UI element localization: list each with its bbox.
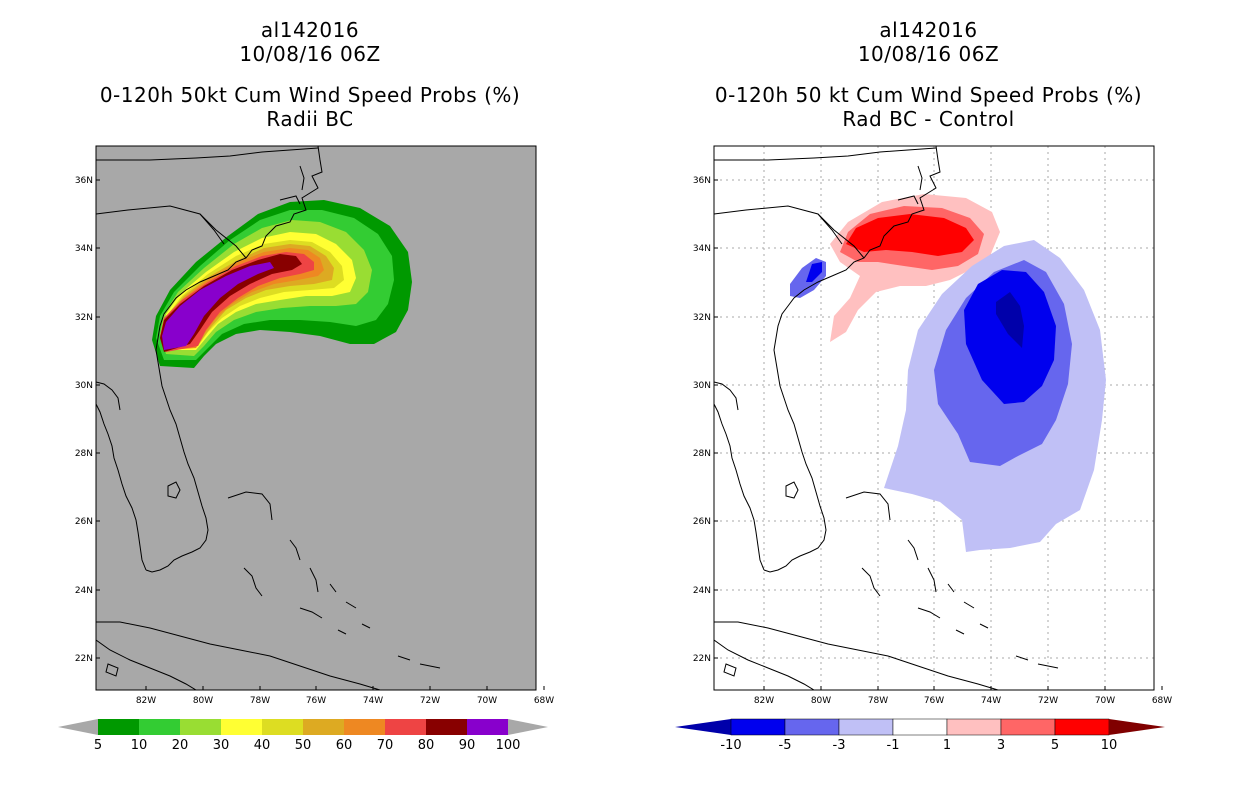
colorbar-box [784,718,840,736]
colorbar-box [892,718,948,736]
colorbar-label: 5 [94,738,102,753]
lon-label: 80W [193,696,213,706]
colorbar-label: -3 [833,738,846,753]
lat-label: 28N [693,449,711,459]
lat-label: 22N [75,654,93,664]
colorbar-box [385,719,426,735]
lon-label: 76W [924,696,944,706]
colorbar-label: 1 [943,738,951,753]
colorbar-label: 90 [459,738,476,753]
lon-label: 74W [981,696,1001,706]
colorbar-label: -10 [720,738,741,753]
colorbar-box [303,719,344,735]
lon-label: 78W [868,696,888,706]
colorbar-label: 30 [213,738,230,753]
colorbar-label: -1 [887,738,900,753]
contour-sc-neg-5 [806,262,822,282]
left-axis-ticks: 36N 34N 32N 30N 28N 26N 24N 22N 82W 80W 78W 76W 74W 7… [75,176,554,706]
lon-label: 74W [363,696,383,706]
lon-label: 68W [1152,696,1172,706]
colorbar-box [946,718,1002,736]
lat-label: 28N [75,449,93,459]
colorbar-over-triangle [1109,719,1165,735]
lat-label: 36N [75,176,93,186]
right-axis-ticks: 36N 34N 32N 30N 28N 26N 24N 22N 82W 80W 78W 76W 74W 7… [693,176,1172,706]
lon-label: 80W [811,696,831,706]
lat-label: 30N [693,381,711,391]
contour-90 [162,262,274,350]
contour-neg-5 [964,270,1056,404]
lat-label: 24N [693,586,711,596]
colorbar-box [262,719,303,735]
left-product: 0-120h 50kt Cum Wind Speed Probs (%) [99,83,521,107]
right-map: 36N 34N 32N 30N 28N 26N 24N 22N 82W 80W 78W 76W 74W 7… [675,145,1172,753]
colorbar-box [730,718,786,736]
colorbar-label: 5 [1051,738,1059,753]
colorbar-box [1000,718,1056,736]
lon-label: 68W [534,696,554,706]
right-datetime: 10/08/16 06Z [857,42,1000,66]
colorbar-under-triangle [675,719,731,735]
colorbar-box [221,719,262,735]
colorbar-box [467,719,508,735]
colorbar-under-triangle [58,719,98,735]
lat-label: 32N [75,313,93,323]
left-storm-id: al142016 [260,18,360,42]
left-map: 36N 34N 32N 30N 28N 26N 24N 22N 82W 80W 78W 76W 74W 7… [58,145,554,753]
lon-label: 78W [250,696,270,706]
lon-label: 70W [477,696,497,706]
colorbar-box [838,718,894,736]
contour-neg-10 [996,292,1024,348]
colorbar-label: 10 [131,738,148,753]
lat-label: 34N [75,244,93,254]
lat-label: 26N [75,517,93,527]
lon-label: 70W [1095,696,1115,706]
lon-label: 82W [754,696,774,706]
colorbar-label: -5 [779,738,792,753]
left-panel-title: al142016 10/08/16 06Z 0-120h 50kt Cum Wi… [40,18,580,131]
lon-label: 72W [420,696,440,706]
lat-label: 22N [693,654,711,664]
left-datetime: 10/08/16 06Z [239,42,381,66]
right-difference-contours [790,194,1106,552]
colorbar-box [1054,718,1110,736]
lat-label: 24N [75,586,93,596]
colorbar-label: 40 [254,738,271,753]
lat-label: 36N [693,176,711,186]
lat-label: 30N [75,381,93,391]
colorbar-label: 50 [295,738,312,753]
lon-label: 76W [306,696,326,706]
lat-label: 34N [693,244,711,254]
colorbar-box [426,719,467,735]
colorbar-box [180,719,221,735]
left-probability-contours [152,200,412,368]
colorbar-label: 20 [172,738,189,753]
right-colorbar: -10 -5 -3 -1 1 3 5 10 [675,718,1165,753]
right-panel-title: al142016 10/08/16 06Z 0-120h 50 kt Cum W… [656,18,1201,131]
lat-label: 26N [693,517,711,527]
lat-label: 32N [693,313,711,323]
colorbar-label: 100 [496,738,521,753]
colorbar-label: 10 [1101,738,1118,753]
right-product: 0-120h 50 kt Cum Wind Speed Probs (%) [714,83,1143,107]
contour-pos-5 [846,214,974,256]
lon-label: 72W [1038,696,1058,706]
left-colorbar: 5 10 20 30 40 50 60 70 80 90 100 [58,719,548,753]
left-subtitle: Radii BC [266,107,354,131]
colorbar-over-triangle [508,719,548,735]
lon-label: 82W [136,696,156,706]
right-subtitle: Rad BC - Control [842,107,1015,131]
right-storm-id: al142016 [879,18,978,42]
colorbar-box [139,719,180,735]
colorbar-label: 80 [418,738,435,753]
colorbar-box [344,719,385,735]
colorbar-label: 70 [377,738,394,753]
colorbar-box [98,719,139,735]
colorbar-label: 3 [997,738,1005,753]
colorbar-label: 60 [336,738,353,753]
